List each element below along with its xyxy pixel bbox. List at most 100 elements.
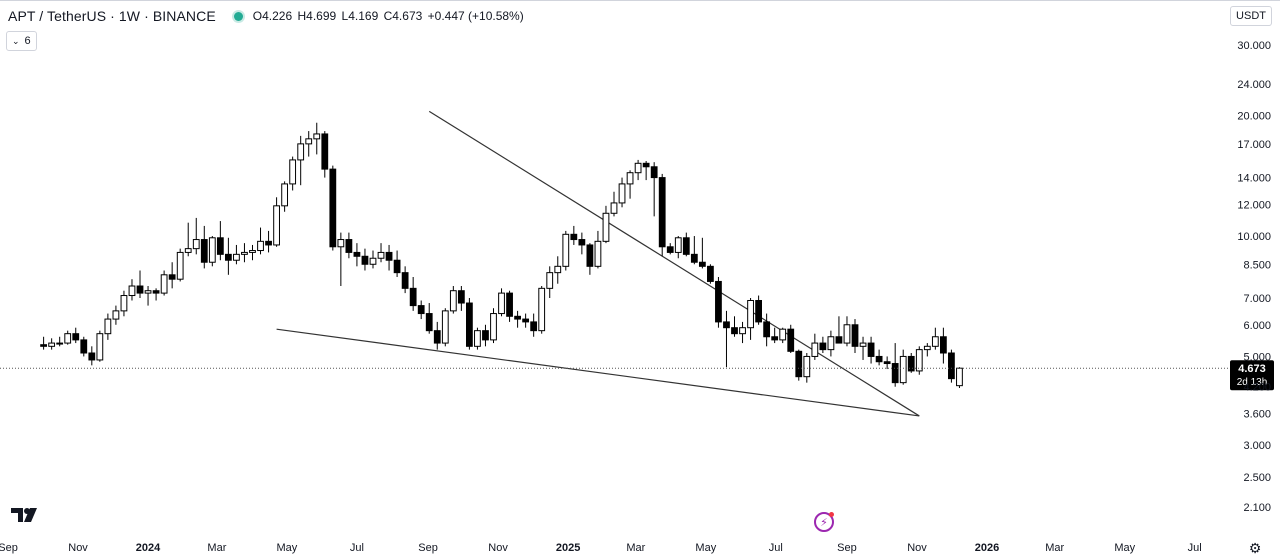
current-price-line: 4.673 2d 13h bbox=[0, 360, 1274, 391]
candle bbox=[795, 349, 803, 381]
candle-body bbox=[385, 251, 393, 261]
candle-body bbox=[441, 310, 449, 344]
ohlc-values: O4.226 H4.699 L4.169 C4.673 +0.447 (+10.… bbox=[253, 9, 526, 23]
candle-body bbox=[401, 272, 409, 289]
candle-body bbox=[466, 302, 473, 347]
candle bbox=[819, 336, 827, 354]
candle bbox=[474, 327, 481, 350]
price-axis[interactable]: 30.000 24.000 20.000 17.000 14.000 12.000 10.0… bbox=[1237, 40, 1271, 514]
candle-body bbox=[594, 240, 602, 267]
candle bbox=[859, 336, 867, 360]
candle bbox=[899, 349, 907, 385]
candle bbox=[626, 170, 634, 199]
candle-body bbox=[241, 251, 248, 255]
candle-body bbox=[353, 251, 361, 257]
candle-body bbox=[891, 363, 899, 384]
candle-body bbox=[152, 290, 160, 294]
candle bbox=[128, 279, 136, 301]
candle bbox=[490, 308, 497, 344]
time-tick-label: Mar bbox=[207, 542, 226, 554]
candle-body bbox=[851, 324, 859, 347]
candle bbox=[707, 264, 714, 284]
time-tick-label: Jul bbox=[769, 542, 783, 554]
time-tick-label: 2026 bbox=[975, 542, 999, 554]
tradingview-logo-icon[interactable] bbox=[10, 505, 42, 525]
candle bbox=[522, 313, 530, 328]
candle-body bbox=[666, 246, 674, 253]
candle-body bbox=[305, 138, 313, 145]
candle-body bbox=[715, 280, 722, 323]
indicators-toggle-button[interactable]: ⌄ 6 bbox=[6, 31, 37, 51]
candle bbox=[192, 217, 200, 255]
candle-body bbox=[907, 355, 915, 372]
candle bbox=[530, 313, 538, 337]
candle bbox=[353, 243, 361, 267]
candle-body bbox=[168, 274, 176, 280]
candle bbox=[72, 327, 80, 344]
symbol-header: APT / TetherUS · 1W · BINANCE O4.226 H4.… bbox=[8, 6, 526, 26]
price-tick-label: 3.000 bbox=[1243, 440, 1271, 452]
open-value: O4.226 bbox=[252, 9, 293, 23]
candle-body bbox=[104, 318, 112, 335]
candle-body bbox=[747, 299, 754, 329]
candle bbox=[184, 222, 192, 257]
candle bbox=[297, 135, 305, 186]
candle-body bbox=[626, 172, 634, 185]
candle bbox=[538, 286, 546, 334]
candle bbox=[618, 177, 626, 208]
change-value: +0.447 (+10.58%) bbox=[427, 9, 524, 23]
candle-body bbox=[923, 345, 931, 351]
candle bbox=[273, 197, 280, 247]
candle-body bbox=[650, 166, 658, 179]
candle bbox=[690, 236, 698, 265]
gear-icon[interactable]: ⚙ bbox=[1248, 540, 1262, 556]
time-tick-label: Sep bbox=[0, 542, 18, 554]
candle bbox=[755, 295, 762, 325]
time-tick-label: May bbox=[1114, 542, 1135, 554]
candle bbox=[120, 290, 128, 317]
candle-body bbox=[457, 290, 465, 304]
candle bbox=[907, 353, 915, 373]
candle-body bbox=[723, 321, 730, 329]
candle-body bbox=[867, 342, 875, 357]
candle bbox=[321, 131, 329, 178]
candle-body bbox=[88, 352, 96, 361]
candle bbox=[385, 244, 393, 271]
candle-body bbox=[144, 290, 152, 294]
symbol-title[interactable]: APT / TetherUS · 1W · BINANCE bbox=[8, 8, 216, 24]
candle bbox=[835, 316, 843, 344]
candle-body bbox=[915, 349, 923, 372]
time-axis[interactable]: Sep Nov 2024 Mar May Jul Sep Nov 2025 Mar May Jul Se… bbox=[0, 542, 1202, 554]
candle bbox=[763, 313, 771, 347]
candle-body bbox=[160, 274, 168, 294]
candle-body bbox=[313, 133, 321, 140]
candle-body bbox=[417, 305, 425, 315]
candle bbox=[152, 288, 160, 301]
candle-body bbox=[931, 336, 939, 347]
candle bbox=[956, 367, 963, 389]
candle bbox=[779, 327, 787, 344]
candle-body bbox=[811, 342, 819, 357]
candle-body bbox=[674, 237, 682, 253]
candle bbox=[554, 256, 562, 284]
candle-body bbox=[698, 261, 706, 267]
price-tick-label: 5.000 bbox=[1243, 351, 1271, 363]
candle-body bbox=[642, 162, 650, 168]
candle bbox=[650, 162, 658, 217]
trendline-upper-resistance bbox=[428, 110, 920, 417]
candle-body bbox=[64, 333, 72, 344]
candle bbox=[586, 243, 594, 275]
candle-body bbox=[433, 330, 441, 344]
candle bbox=[843, 316, 851, 347]
lightning-icon[interactable]: ⚡ bbox=[814, 512, 834, 532]
time-tick-label: 2024 bbox=[136, 542, 161, 554]
chevron-down-icon: ⌄ bbox=[12, 35, 20, 46]
candle-body bbox=[570, 233, 578, 241]
candle bbox=[104, 313, 112, 340]
candle bbox=[698, 237, 706, 269]
candle-body bbox=[249, 250, 256, 253]
currency-button[interactable]: USDT bbox=[1230, 6, 1272, 26]
candle bbox=[136, 270, 144, 298]
candle-body bbox=[546, 272, 554, 289]
